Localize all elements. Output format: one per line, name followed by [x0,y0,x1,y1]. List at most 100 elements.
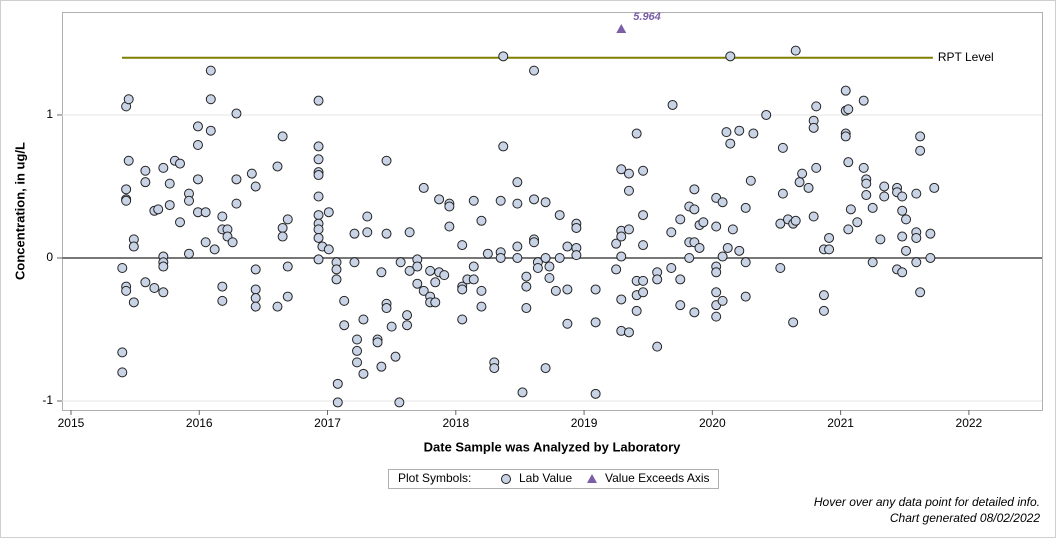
data-point[interactable] [652,341,663,352]
data-point[interactable] [498,141,509,152]
data-point[interactable] [611,238,622,249]
data-point[interactable] [158,261,169,272]
data-point[interactable] [861,178,872,189]
data-point[interactable] [794,177,805,188]
data-point[interactable] [915,145,926,156]
data-point[interactable] [623,327,634,338]
data-point[interactable] [711,311,722,322]
data-point[interactable] [638,240,649,251]
data-point[interactable] [128,241,139,252]
data-point[interactable] [840,85,851,96]
data-point[interactable] [797,168,808,179]
data-point[interactable] [395,257,406,268]
data-point[interactable] [529,65,540,76]
data-point[interactable] [349,257,360,268]
data-point[interactable] [231,198,242,209]
data-point[interactable] [897,267,908,278]
data-point[interactable] [412,261,423,272]
data-point[interactable] [745,175,756,186]
data-point[interactable] [457,314,468,325]
data-point[interactable] [323,244,334,255]
data-point[interactable] [861,190,872,201]
data-point[interactable] [358,368,369,379]
data-point[interactable] [897,205,908,216]
data-point[interactable] [412,278,423,289]
data-point[interactable] [761,109,772,120]
data-point[interactable] [217,211,228,222]
data-point[interactable] [843,224,854,235]
data-point[interactable] [140,277,151,288]
data-point[interactable] [544,273,555,284]
data-point[interactable] [901,245,912,256]
data-point[interactable] [875,234,886,245]
data-point[interactable] [867,202,878,213]
data-point[interactable] [372,337,383,348]
data-point[interactable] [740,291,751,302]
data-point[interactable] [562,241,573,252]
data-point[interactable] [390,351,401,362]
data-point[interactable] [562,318,573,329]
data-point[interactable] [845,204,856,215]
data-point[interactable] [476,301,487,312]
data-point[interactable] [381,228,392,239]
data-point[interactable] [183,195,194,206]
data-point[interactable] [852,217,863,228]
data-point[interactable] [775,262,786,273]
data-point[interactable] [272,161,283,172]
data-point[interactable] [149,283,160,294]
data-point[interactable] [571,250,582,261]
data-point[interactable] [277,231,288,242]
data-point[interactable] [790,215,801,226]
data-point[interactable] [897,191,908,202]
data-point[interactable] [404,265,415,276]
data-point[interactable] [897,231,908,242]
data-point[interactable] [313,141,324,152]
data-point[interactable] [911,232,922,243]
data-point[interactable] [121,195,132,206]
data-point[interactable] [711,221,722,232]
data-point[interactable] [250,301,261,312]
data-point[interactable] [540,197,551,208]
data-point[interactable] [623,185,634,196]
data-point[interactable] [128,297,139,308]
data-point[interactable] [623,224,634,235]
data-point[interactable] [711,267,722,278]
data-point[interactable] [554,252,565,263]
data-point[interactable] [313,191,324,202]
data-point[interactable] [554,210,565,221]
data-point[interactable] [725,51,736,62]
data-point[interactable] [153,204,164,215]
data-point[interactable] [666,262,677,273]
data-point[interactable] [323,207,334,218]
data-point[interactable] [824,244,835,255]
data-point[interactable] [616,251,627,262]
data-point[interactable] [544,261,555,272]
data-point[interactable] [840,131,851,142]
data-point[interactable] [808,211,819,222]
data-point[interactable] [590,317,601,328]
data-point[interactable] [631,128,642,139]
data-point[interactable] [675,214,686,225]
data-point[interactable] [498,51,509,62]
data-point[interactable] [590,284,601,295]
data-point[interactable] [811,162,822,173]
data-point[interactable] [512,252,523,263]
data-point[interactable] [818,290,829,301]
data-point[interactable] [915,287,926,298]
data-point[interactable] [313,95,324,106]
data-point[interactable] [911,188,922,199]
data-point[interactable] [121,184,132,195]
data-point[interactable] [246,168,257,179]
data-point[interactable] [495,252,506,263]
data-point[interactable] [430,277,441,288]
data-point[interactable] [740,257,751,268]
data-point[interactable] [123,155,134,166]
data-point[interactable] [867,257,878,268]
data-point[interactable] [183,248,194,259]
data-point[interactable] [158,287,169,298]
data-point[interactable] [689,184,700,195]
data-point[interactable] [381,155,392,166]
data-point[interactable] [386,321,397,332]
data-point[interactable] [489,363,500,374]
data-point[interactable] [468,274,479,285]
